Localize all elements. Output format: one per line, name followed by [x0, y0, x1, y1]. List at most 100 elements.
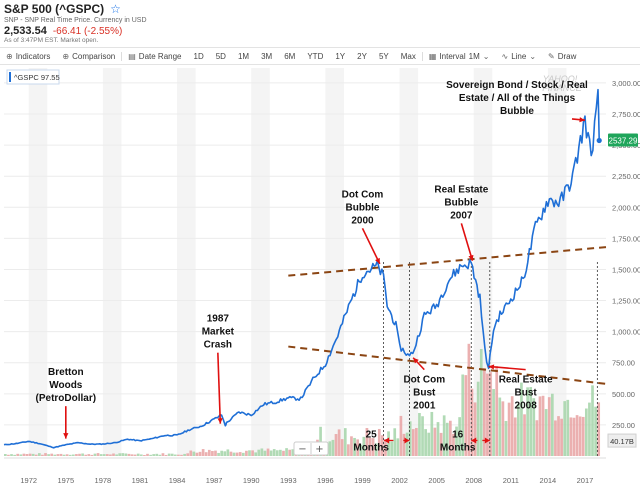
volume-bar — [563, 401, 567, 456]
range-max[interactable]: Max — [400, 51, 416, 61]
arrow-head — [468, 254, 474, 261]
range-5d[interactable]: 5D — [215, 51, 226, 61]
volume-bar — [449, 420, 452, 456]
volume-bar — [7, 454, 10, 456]
volume-bar — [424, 429, 427, 456]
range-6m[interactable]: 6M — [284, 51, 296, 61]
volume-bar — [133, 454, 137, 456]
volume-bar — [34, 454, 38, 456]
volume-bar — [201, 449, 205, 456]
range-3m[interactable]: 3M — [261, 51, 273, 61]
volume-bar — [411, 429, 415, 456]
volume-bar — [158, 454, 162, 456]
annotation-label: Bubble — [346, 202, 380, 213]
watermark-text: FINANCE — [542, 83, 582, 93]
volume-bar — [152, 454, 156, 456]
volume-bar — [396, 438, 400, 456]
volume-bar — [16, 453, 20, 456]
range-1d[interactable]: 1D — [193, 51, 204, 61]
volume-bar — [492, 389, 495, 456]
series-legend[interactable] — [6, 69, 60, 85]
volume-bar — [37, 453, 41, 456]
interval-button[interactable]: ▦ Interval 1M ⌄ — [421, 51, 496, 61]
x-tick-label: 1972 — [20, 476, 37, 485]
last-price-tag — [608, 133, 638, 147]
line-button[interactable]: ∿ Line ⌄ — [495, 52, 542, 61]
x-tick-label: 1993 — [280, 476, 297, 485]
calendar-icon: ▤ — [128, 51, 136, 61]
year-band — [473, 68, 493, 456]
volume-bar — [399, 415, 403, 456]
volume-bar — [588, 402, 591, 456]
date-range-label: Date Range — [138, 51, 182, 61]
x-tick-label: 1981 — [132, 476, 149, 485]
volume-bar — [44, 453, 47, 456]
volume-bar — [575, 415, 579, 456]
volume-bar — [41, 454, 44, 456]
date-range-button[interactable]: ▤ Date Range — [121, 51, 187, 61]
volume-bar — [467, 343, 471, 456]
volume-bar — [260, 448, 264, 456]
quote-title: S&P 500 (^GSPC) — [4, 2, 105, 16]
year-band — [28, 68, 48, 456]
annotation-label: Bubble — [444, 197, 478, 208]
volume-bar — [115, 454, 118, 456]
volume-bar — [384, 439, 387, 456]
annotation-arrow — [460, 223, 474, 261]
volume-bar — [334, 434, 338, 456]
volume-bar — [146, 453, 149, 456]
volume-bar — [415, 427, 418, 456]
volume-bar — [285, 448, 288, 456]
volume-bar — [143, 454, 146, 456]
comparison-button[interactable]: ⊕ Comparison — [56, 52, 121, 61]
volume-bar — [578, 416, 582, 456]
volume-bar — [13, 454, 16, 456]
volume-bar — [554, 420, 557, 456]
volume-bar — [442, 415, 446, 456]
range-ytd[interactable]: YTD — [307, 51, 324, 61]
volume-bar — [50, 453, 54, 456]
volume-bar — [510, 396, 514, 456]
range-5y[interactable]: 5Y — [378, 51, 389, 61]
volume-bar — [164, 454, 168, 456]
arrow-head — [579, 117, 585, 123]
volume-bar — [436, 422, 440, 456]
volume-bar — [405, 432, 409, 456]
volume-bar — [207, 449, 211, 456]
volume-bar — [189, 450, 193, 456]
volume-bar — [96, 453, 100, 456]
volume-bar — [217, 452, 220, 456]
range-2y[interactable]: 2Y — [357, 51, 367, 61]
price-chart[interactable]: 3,000.002,750.002,500.002,250.002,000.00… — [0, 64, 640, 491]
volume-bar — [560, 418, 563, 456]
volume-bar — [56, 454, 60, 456]
volume-bar — [288, 449, 292, 456]
volume-bar — [569, 417, 573, 456]
arrow-head — [63, 433, 69, 439]
y-tick-label: 250.00 — [612, 421, 635, 430]
range-1y[interactable]: 1Y — [335, 51, 346, 61]
volume-bar — [232, 452, 236, 456]
zoom-in-button[interactable]: + — [315, 444, 323, 455]
price-series-line[interactable] — [3, 88, 600, 449]
zoom-out-button[interactable]: − — [298, 444, 306, 455]
x-tick-label: 1999 — [354, 476, 371, 485]
volume-bar — [501, 401, 505, 456]
draw-button[interactable]: ✎ Draw — [542, 52, 582, 61]
volume-bar — [439, 432, 443, 456]
volume-bar — [282, 450, 285, 456]
volume-bar — [544, 409, 548, 456]
y-tick-label: 1,750.00 — [612, 234, 640, 243]
star-icon[interactable]: ☆ — [110, 2, 121, 16]
annotation-label: 25 — [366, 429, 378, 440]
volume-bar — [229, 451, 233, 456]
y-tick-label: 1,000.00 — [612, 328, 640, 337]
volume-bar — [445, 422, 449, 456]
volume-bar — [340, 439, 344, 456]
volume-bar — [31, 453, 35, 456]
volume-bar — [390, 441, 393, 456]
volume-bar — [538, 396, 542, 456]
indicators-button[interactable]: ⊕ Indicators — [0, 52, 56, 61]
volume-bar — [192, 451, 196, 456]
range-1m[interactable]: 1M — [237, 51, 250, 61]
